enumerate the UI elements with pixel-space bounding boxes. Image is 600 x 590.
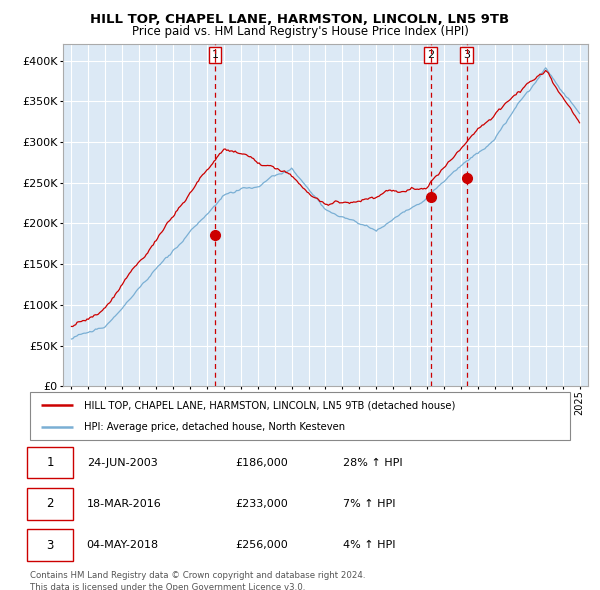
Text: 24-JUN-2003: 24-JUN-2003 xyxy=(86,458,157,467)
Text: 2: 2 xyxy=(427,50,434,60)
Text: HPI: Average price, detached house, North Kesteven: HPI: Average price, detached house, Nort… xyxy=(84,422,345,432)
Text: 18-MAR-2016: 18-MAR-2016 xyxy=(86,499,161,509)
Text: 3: 3 xyxy=(46,539,53,552)
Text: 4% ↑ HPI: 4% ↑ HPI xyxy=(343,540,396,550)
FancyBboxPatch shape xyxy=(28,488,73,520)
FancyBboxPatch shape xyxy=(28,529,73,561)
Text: 28% ↑ HPI: 28% ↑ HPI xyxy=(343,458,403,467)
Text: 04-MAY-2018: 04-MAY-2018 xyxy=(86,540,159,550)
Text: £186,000: £186,000 xyxy=(235,458,288,467)
Text: Price paid vs. HM Land Registry's House Price Index (HPI): Price paid vs. HM Land Registry's House … xyxy=(131,25,469,38)
Text: HILL TOP, CHAPEL LANE, HARMSTON, LINCOLN, LN5 9TB: HILL TOP, CHAPEL LANE, HARMSTON, LINCOLN… xyxy=(91,13,509,26)
Text: 1: 1 xyxy=(46,456,54,469)
Text: £233,000: £233,000 xyxy=(235,499,288,509)
Text: 3: 3 xyxy=(463,50,470,60)
Text: 7% ↑ HPI: 7% ↑ HPI xyxy=(343,499,396,509)
Text: 2: 2 xyxy=(46,497,54,510)
Text: HILL TOP, CHAPEL LANE, HARMSTON, LINCOLN, LN5 9TB (detached house): HILL TOP, CHAPEL LANE, HARMSTON, LINCOLN… xyxy=(84,400,455,410)
Text: £256,000: £256,000 xyxy=(235,540,288,550)
FancyBboxPatch shape xyxy=(28,447,73,478)
Text: 1: 1 xyxy=(212,50,218,60)
Text: Contains HM Land Registry data © Crown copyright and database right 2024.
This d: Contains HM Land Registry data © Crown c… xyxy=(30,571,365,590)
FancyBboxPatch shape xyxy=(30,392,570,440)
